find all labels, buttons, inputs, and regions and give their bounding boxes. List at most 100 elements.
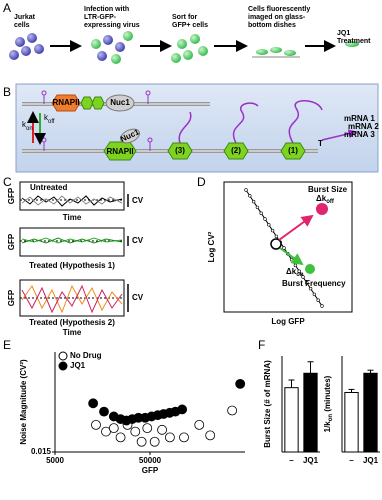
label: Δkon <box>286 267 304 277</box>
mark <box>147 137 153 143</box>
step-label: JQ1 Treatment <box>337 30 371 45</box>
label: (1) <box>288 146 298 155</box>
y-axis-label: Burst Size (# of mRNA) <box>263 360 272 448</box>
label-part: Burst Size (# of mRNA) <box>263 360 272 448</box>
reference-point <box>270 238 282 250</box>
label-part: on <box>328 414 334 422</box>
trend-dot <box>267 223 271 227</box>
label: RNAPII <box>52 98 79 107</box>
cell <box>115 42 125 52</box>
point <box>305 264 315 274</box>
cell <box>15 37 25 47</box>
label: Treated (Hypothesis 2) <box>29 318 115 327</box>
trace-box <box>19 227 125 257</box>
cells-blue <box>9 33 44 60</box>
polymerase <box>167 142 193 160</box>
cell <box>27 33 37 43</box>
factor <box>80 96 94 110</box>
label: CV <box>132 196 144 205</box>
step-label: Cells fluorescently imaged on glass-bott… <box>248 6 311 29</box>
mrna-label: mRNA 2 <box>348 122 379 131</box>
arrow <box>278 214 314 241</box>
label: on <box>26 126 33 132</box>
trace <box>21 284 123 314</box>
kon-label: kon <box>22 120 33 131</box>
trend-dot <box>255 205 260 210</box>
mark <box>145 90 151 96</box>
label: CV <box>132 236 144 245</box>
terminator: T <box>318 139 323 148</box>
trend-dot <box>244 188 248 192</box>
mrna-label: mRNA 3 <box>344 130 375 139</box>
label: k <box>44 113 49 122</box>
label: off <box>326 199 335 205</box>
cell <box>91 39 101 49</box>
point <box>88 398 99 409</box>
trend-dot <box>263 217 267 221</box>
cells-dish <box>252 47 300 58</box>
point <box>194 419 205 430</box>
x-axis-label: GFP <box>142 466 159 475</box>
point <box>149 436 160 447</box>
cell <box>97 51 107 61</box>
transcript <box>232 102 259 144</box>
label-part: 1/k <box>323 421 332 433</box>
x-tick-label: – <box>289 456 294 465</box>
trend-dot <box>316 298 320 302</box>
cell <box>198 46 208 56</box>
label: Untreated <box>30 183 67 192</box>
trace <box>21 237 123 244</box>
panel-letter: E <box>3 338 11 352</box>
point <box>130 426 141 437</box>
trace <box>21 284 123 314</box>
trend-dot <box>259 211 263 215</box>
cell <box>177 39 187 49</box>
nuc1 <box>120 128 140 144</box>
cell <box>284 50 296 56</box>
point <box>316 203 328 215</box>
label: Δk <box>286 267 297 276</box>
label: Nuc1 <box>110 98 130 107</box>
arrow <box>279 247 304 266</box>
label: Burst Size <box>308 185 348 194</box>
cells-mixed <box>91 31 133 64</box>
transcript <box>288 100 323 144</box>
point <box>165 432 175 443</box>
y-axis-label: Noise Magnitude (CV²) <box>19 359 28 445</box>
axis-label: Log CV² <box>207 231 216 262</box>
cell <box>34 44 44 54</box>
cell <box>123 31 133 41</box>
point <box>115 432 126 443</box>
label: Burst Frequency <box>282 279 346 288</box>
point <box>99 406 109 417</box>
rnapii <box>51 94 81 112</box>
legend-label: No Drug <box>70 351 102 360</box>
bar <box>363 372 378 453</box>
transcript <box>178 111 192 144</box>
step-label: Jurkat cells <box>14 14 36 29</box>
trend-dot <box>308 286 313 291</box>
panel-letter: C <box>3 175 12 189</box>
plot-frame <box>223 181 353 313</box>
label: on <box>296 272 304 278</box>
cell <box>345 41 359 47</box>
cell <box>111 54 121 64</box>
y-axis-label: 1/kon (minutes) <box>323 375 333 432</box>
legend-marker <box>58 361 68 371</box>
trend-dot <box>312 292 317 297</box>
cell <box>183 50 193 60</box>
trend-dot <box>270 228 275 233</box>
x-tick-label: 50000 <box>139 456 162 465</box>
y-tick-label: 0.015 <box>31 447 52 456</box>
label: off <box>48 119 55 125</box>
trace <box>21 195 123 207</box>
bar <box>284 387 299 453</box>
trend-dot <box>274 234 279 239</box>
trend-dot <box>297 269 301 273</box>
trend-dot <box>282 246 286 250</box>
nuc1 <box>105 94 135 112</box>
cell <box>103 35 113 45</box>
label: k <box>22 120 27 129</box>
point <box>136 436 147 447</box>
